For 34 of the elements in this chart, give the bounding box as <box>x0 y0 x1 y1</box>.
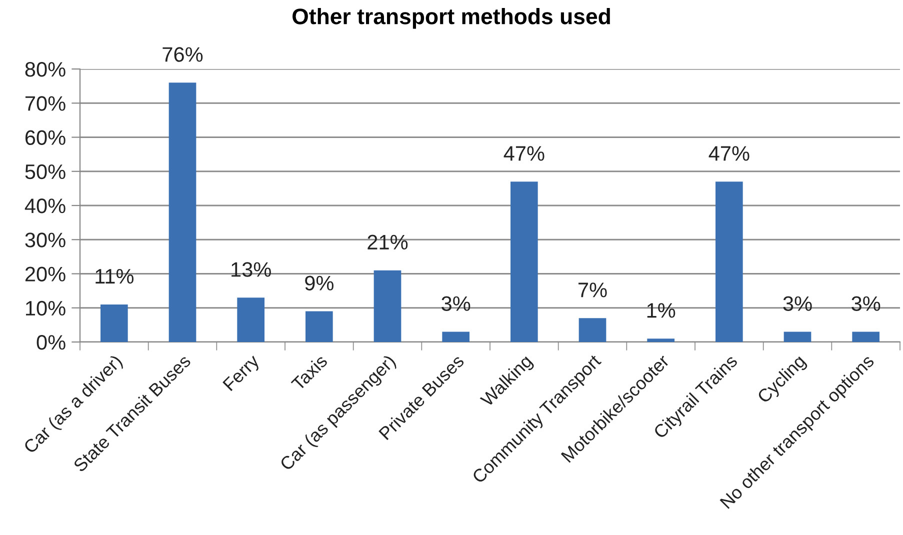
y-tick-label: 10% <box>26 300 66 316</box>
chart-title: Other transport methods used <box>292 8 610 29</box>
bar <box>784 332 812 342</box>
y-tick-label: 20% <box>25 266 66 282</box>
data-label: 11% <box>96 269 134 284</box>
bar <box>237 298 264 342</box>
data-label: 3% <box>852 296 880 311</box>
y-tick-label: 40% <box>24 198 66 214</box>
bar <box>647 338 674 342</box>
data-label: 7% <box>578 282 607 298</box>
data-label: 3% <box>442 296 470 311</box>
y-tick-label: 70% <box>25 96 66 111</box>
bar <box>100 304 128 342</box>
y-tick-label: 60% <box>25 130 66 146</box>
y-tick-label: 0% <box>36 335 66 350</box>
bar <box>510 182 538 342</box>
data-label: 21% <box>368 234 408 250</box>
bar <box>578 318 606 342</box>
bar <box>168 82 196 342</box>
data-label: 9% <box>305 276 334 291</box>
y-tick-label: 80% <box>25 62 66 77</box>
data-label: 47% <box>708 146 750 161</box>
data-label: 3% <box>783 296 812 311</box>
y-tick-label: 50% <box>25 164 66 180</box>
bar <box>306 311 333 342</box>
bar <box>852 332 880 342</box>
data-label: 1% <box>647 303 676 318</box>
data-label: 47% <box>504 146 544 161</box>
bar <box>716 182 743 342</box>
data-label: 13% <box>232 262 271 277</box>
bar <box>374 270 402 342</box>
bar <box>442 332 470 342</box>
y-tick-label: 30% <box>25 232 66 248</box>
data-label: 76% <box>162 47 203 62</box>
